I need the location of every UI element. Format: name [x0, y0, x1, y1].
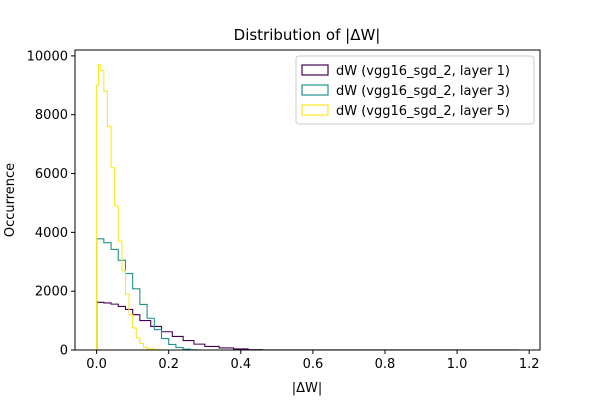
x-tick-label: 1.0: [447, 357, 468, 372]
x-tick-label: 0.0: [86, 357, 107, 372]
series-2-step-line: [96, 238, 199, 351]
legend-swatch: [301, 64, 329, 76]
x-axis-title: |ΔW|: [292, 381, 323, 396]
y-tick-label: 8000: [35, 108, 68, 123]
chart-title: Distribution of |ΔW|: [234, 26, 381, 44]
y-tick-label: 4000: [35, 226, 68, 241]
x-tick-label: 0.8: [375, 357, 396, 372]
legend-box: [295, 55, 535, 125]
legend-swatch: [301, 84, 329, 96]
y-tick-label: 0: [60, 344, 68, 359]
legend-swatch: [301, 104, 329, 116]
y-tick-label: 2000: [35, 285, 68, 300]
series-1-step-line: [96, 301, 519, 351]
x-tick-label: 0.4: [230, 357, 251, 372]
y-tick-label: 6000: [35, 167, 68, 182]
legend-label: dW (vgg16_sgd_2, layer 5): [336, 104, 510, 119]
y-axis-title: Occurrence: [3, 163, 18, 237]
legend-label: dW (vgg16_sgd_2, layer 3): [336, 84, 510, 99]
x-tick-label: 0.6: [303, 357, 324, 372]
legend: dW (vgg16_sgd_2, layer 1) dW (vgg16_sgd_2…: [295, 55, 535, 125]
y-tick-label: 10000: [27, 49, 68, 64]
x-tick-label: 0.2: [158, 357, 179, 372]
plot-frame: [74, 49, 541, 351]
plot-area: 0.0 0.2 0.4 0.6 0.8 1.0 1.2 0 2000 4000 6000 8000 10…: [27, 49, 541, 372]
series-3-step-line: [96, 64, 163, 351]
x-tick-label: 1.2: [519, 357, 540, 372]
legend-label: dW (vgg16_sgd_2, layer 1): [336, 64, 510, 79]
